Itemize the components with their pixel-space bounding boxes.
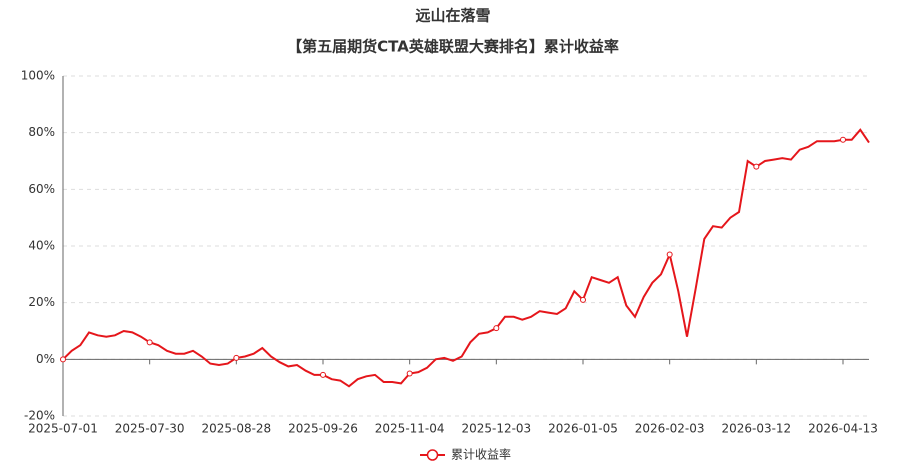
point [753, 163, 760, 170]
x-tick-label: 2026-02-03 [635, 422, 705, 436]
point [580, 296, 586, 303]
point [233, 354, 240, 361]
x-tick-label: 2025-09-26 [288, 422, 358, 436]
legend-label: 累计收益率 [451, 447, 511, 462]
x-tick-label: 2025-07-30 [115, 422, 185, 436]
y-tick-label: 60% [28, 182, 55, 196]
point [60, 356, 66, 363]
y-tick-label: -20% [24, 409, 55, 423]
legend-marker [426, 449, 439, 461]
x-tick-label: 2025-07-01 [28, 422, 98, 436]
point [493, 325, 500, 332]
x-tick-label: 2025-12-03 [461, 422, 531, 436]
point [666, 251, 673, 258]
line [62, 128, 870, 388]
y-tick-label: 0% [36, 352, 55, 366]
x-tick-label: 2026-03-12 [721, 422, 791, 436]
x-tick-label: 2026-01-05 [548, 422, 618, 436]
y-tick-label: 80% [28, 125, 55, 139]
chart-subtitle: 【第五届期货CTA英雄联盟大赛排名】累计收益率 [287, 38, 619, 56]
y-tick-label: 20% [28, 295, 55, 309]
chart-title: 远山在落雪 [415, 7, 490, 25]
x-tick-label: 2025-11-04 [375, 422, 445, 436]
y-tick-label: 40% [28, 239, 55, 253]
point [406, 370, 413, 377]
x-tick-label: 2025-08-28 [201, 422, 271, 436]
point [840, 136, 846, 143]
point [146, 339, 153, 346]
point [320, 371, 326, 378]
y-tick-label: 100% [21, 69, 55, 83]
x-tick-label: 2026-04-13 [808, 422, 878, 436]
